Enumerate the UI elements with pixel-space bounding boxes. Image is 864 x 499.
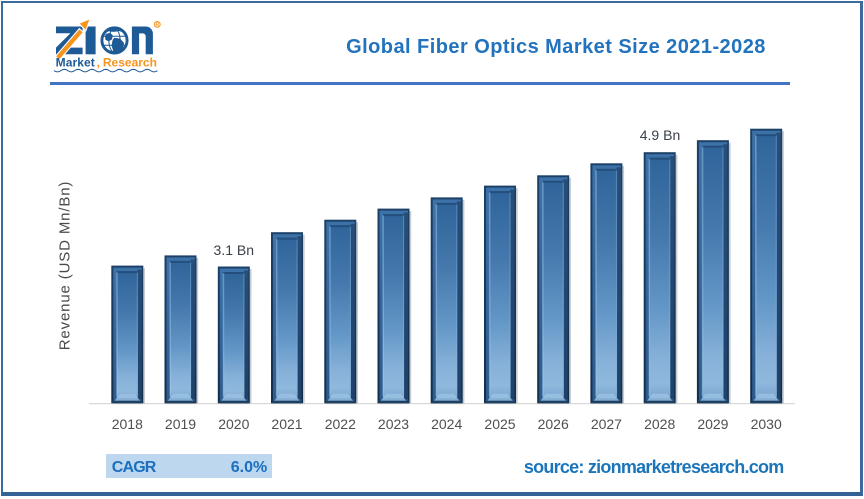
svg-text:Research: Research <box>103 56 157 70</box>
svg-text:Market: Market <box>56 56 95 70</box>
svg-text:,: , <box>97 56 100 70</box>
svg-text:R: R <box>155 22 159 28</box>
